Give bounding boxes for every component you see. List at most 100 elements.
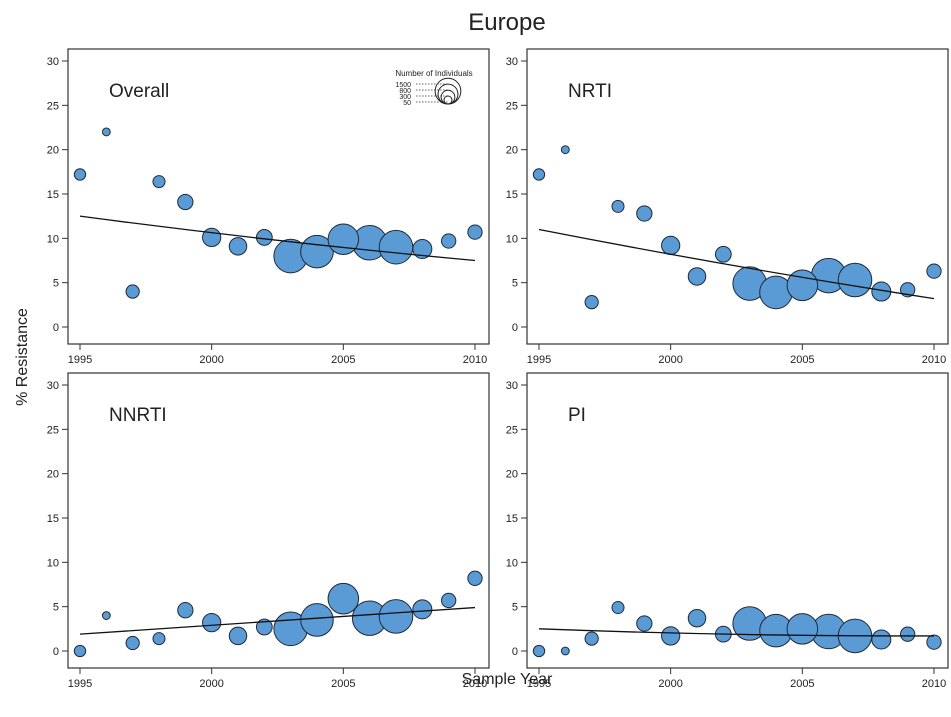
data-point bbox=[327, 582, 360, 615]
plot-frame bbox=[526, 48, 949, 345]
data-point bbox=[255, 618, 273, 636]
data-point bbox=[584, 631, 599, 646]
panel-nrti: 0 5 10 15 20 25 30 1995 2000 2005 2010 NRTI bbox=[506, 48, 949, 366]
data-point bbox=[636, 205, 653, 222]
legend-circle bbox=[443, 95, 453, 105]
data-point bbox=[871, 629, 892, 650]
x-axis-label: Sample Year bbox=[462, 671, 553, 688]
data-point bbox=[636, 615, 653, 632]
y-tick-label: 5 bbox=[512, 278, 518, 290]
data-point bbox=[177, 193, 194, 211]
x-tick-label: 2010 bbox=[463, 678, 487, 690]
x-tick-label: 2005 bbox=[331, 354, 355, 366]
data-point bbox=[125, 635, 140, 651]
data-point bbox=[101, 127, 111, 137]
data-point bbox=[714, 245, 732, 263]
data-point bbox=[611, 601, 625, 615]
y-tick-label: 10 bbox=[506, 557, 518, 569]
y-tick-label: 0 bbox=[512, 646, 518, 658]
y-tick-label: 5 bbox=[512, 602, 518, 614]
x-tick-label: 2000 bbox=[199, 678, 223, 690]
x-tick-label: 1995 bbox=[527, 354, 551, 366]
y-tick-label: 10 bbox=[47, 557, 59, 569]
data-point bbox=[101, 611, 111, 620]
x-tick-label: 2005 bbox=[331, 678, 355, 690]
x-tick-label: 2005 bbox=[790, 354, 814, 366]
data-point bbox=[152, 632, 166, 646]
panel-title: PI bbox=[568, 405, 586, 426]
plot-frame bbox=[526, 372, 949, 669]
y-tick-label: 15 bbox=[47, 189, 59, 201]
y-axis-label: % Resistance bbox=[14, 308, 31, 406]
data-point bbox=[786, 269, 819, 302]
trend-line bbox=[538, 628, 935, 637]
data-point bbox=[467, 224, 483, 240]
x-tick-label: 1995 bbox=[68, 678, 92, 690]
legend-label: 1500 bbox=[395, 82, 411, 89]
panel-title: NRTI bbox=[568, 81, 612, 102]
data-point bbox=[228, 626, 248, 646]
data-point bbox=[177, 602, 194, 619]
data-point bbox=[661, 235, 681, 256]
y-tick-label: 30 bbox=[47, 380, 59, 392]
data-point bbox=[202, 227, 222, 248]
panel-title: Overall bbox=[109, 81, 169, 102]
figure-title: Europe bbox=[468, 9, 545, 36]
legend-label: 300 bbox=[399, 94, 411, 101]
x-tick-label: 2010 bbox=[922, 678, 946, 690]
x-tick-label: 2010 bbox=[922, 354, 946, 366]
data-point bbox=[532, 168, 546, 181]
panel-nnrti: 0 5 10 15 20 25 30 1995 2000 2005 2010 NNRTI bbox=[47, 372, 490, 690]
data-point bbox=[378, 229, 414, 265]
data-point bbox=[687, 608, 707, 628]
data-point bbox=[378, 599, 414, 634]
x-tick-label: 2000 bbox=[199, 354, 223, 366]
y-tick-label: 10 bbox=[506, 233, 518, 245]
x-tick-label: 1995 bbox=[527, 678, 551, 690]
data-point bbox=[926, 263, 942, 279]
data-point bbox=[73, 644, 87, 658]
data-point bbox=[441, 592, 457, 609]
legend-title: Number of Individuals bbox=[395, 69, 472, 78]
data-point bbox=[611, 199, 625, 213]
data-point bbox=[228, 237, 248, 256]
trend-line bbox=[79, 606, 476, 635]
data-point bbox=[661, 626, 681, 646]
data-point bbox=[687, 267, 707, 286]
y-tick-label: 25 bbox=[47, 100, 59, 112]
data-point bbox=[926, 634, 942, 650]
trend-line bbox=[79, 215, 476, 262]
panel-pi: 0 5 10 15 20 25 30 1995 2000 2005 2010 PI bbox=[506, 372, 949, 690]
y-tick-label: 20 bbox=[47, 469, 59, 481]
y-tick-label: 20 bbox=[47, 145, 59, 157]
data-point bbox=[125, 284, 140, 299]
data-point bbox=[412, 599, 433, 620]
data-point bbox=[255, 229, 273, 246]
plot-frame bbox=[67, 48, 490, 345]
y-tick-label: 0 bbox=[512, 322, 518, 334]
data-point bbox=[560, 145, 570, 155]
plot-frame bbox=[67, 372, 490, 669]
data-point bbox=[73, 168, 87, 181]
x-tick-label: 2005 bbox=[790, 678, 814, 690]
legend-circle bbox=[437, 83, 459, 105]
data-point bbox=[300, 603, 334, 637]
data-point bbox=[786, 613, 819, 645]
y-tick-label: 20 bbox=[506, 469, 518, 481]
data-point bbox=[560, 646, 570, 656]
y-tick-label: 10 bbox=[47, 233, 59, 245]
panel-overall: 0 5 10 15 20 25 30 1995 2000 2005 2010 Overall bbox=[47, 48, 490, 366]
y-tick-label: 30 bbox=[506, 56, 518, 68]
trend-line bbox=[538, 228, 935, 300]
data-point bbox=[584, 295, 599, 310]
y-tick-label: 30 bbox=[506, 380, 518, 392]
panel-title: NNRTI bbox=[109, 405, 167, 426]
x-tick-label: 2000 bbox=[658, 354, 682, 366]
x-tick-label: 1995 bbox=[68, 354, 92, 366]
y-tick-label: 0 bbox=[53, 322, 59, 334]
data-point bbox=[532, 644, 546, 658]
legend-label: 50 bbox=[403, 100, 411, 107]
data-point bbox=[327, 223, 360, 255]
